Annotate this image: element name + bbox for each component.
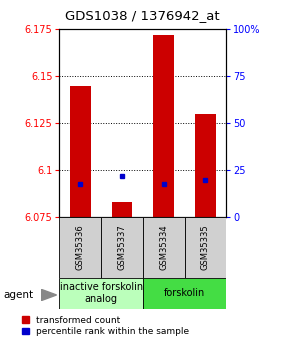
Text: GSM35334: GSM35334 <box>159 225 168 270</box>
Bar <box>195 114 216 217</box>
Bar <box>112 202 133 217</box>
Legend: transformed count, percentile rank within the sample: transformed count, percentile rank withi… <box>21 316 189 336</box>
Bar <box>101 217 143 278</box>
Bar <box>59 278 143 309</box>
Bar <box>143 278 226 309</box>
Polygon shape <box>41 289 57 301</box>
Text: forskolin: forskolin <box>164 288 205 298</box>
Text: GSM35337: GSM35337 <box>117 225 126 270</box>
Bar <box>70 86 91 217</box>
Text: GDS1038 / 1376942_at: GDS1038 / 1376942_at <box>65 9 220 22</box>
Bar <box>153 35 174 217</box>
Text: GSM35335: GSM35335 <box>201 225 210 270</box>
Bar <box>143 217 184 278</box>
Bar <box>59 217 101 278</box>
Text: agent: agent <box>3 290 33 300</box>
Text: inactive forskolin
analog: inactive forskolin analog <box>59 283 143 304</box>
Bar <box>184 217 226 278</box>
Text: GSM35336: GSM35336 <box>76 225 85 270</box>
